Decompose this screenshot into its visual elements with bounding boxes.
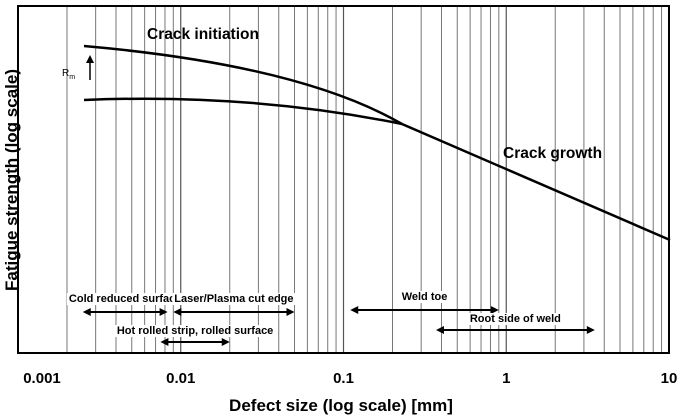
range-label-bg	[399, 291, 450, 303]
range-arrowhead-left	[173, 308, 182, 316]
rm-arrow	[86, 55, 94, 80]
range-arrowhead-left	[435, 326, 444, 334]
range-label: Hot rolled strip, rolled surface	[117, 325, 273, 337]
x-tick-labels: 0.001 0.01 0.1 1 10	[23, 370, 677, 387]
range-label: Weld toe	[402, 291, 448, 303]
range-arrowhead-left	[160, 338, 169, 346]
range-label-bg	[114, 325, 276, 337]
grid-lines	[66, 6, 663, 353]
x-tick-label: 10	[661, 370, 678, 387]
lower-branch-curve	[83, 97, 403, 126]
plot-frame	[17, 5, 670, 354]
range-arrowhead-right	[286, 308, 295, 316]
crack-growth-label: Crack growth	[503, 145, 602, 162]
x-tick-label: 0.001	[23, 370, 61, 387]
range-arrowhead-right	[159, 308, 168, 316]
range-arrowhead-right	[221, 338, 230, 346]
rm-label: Rm	[62, 68, 75, 81]
y-axis-title: Fatigue strength (log scale)	[2, 69, 21, 291]
range-arrowhead-left	[350, 306, 359, 314]
crack-growth-curve	[401, 122, 671, 242]
range-label: Cold reduced surface	[69, 293, 181, 305]
range-arrowhead-right	[586, 326, 595, 334]
x-axis-title: Defect size (log scale) [mm]	[229, 396, 453, 415]
range-arrowhead-right	[490, 306, 499, 314]
curves	[83, 44, 671, 242]
x-tick-label: 0.1	[333, 370, 354, 387]
range-label-bg	[66, 293, 184, 305]
crack-initiation-label: Crack initiation	[147, 26, 259, 43]
x-tick-label: 1	[502, 370, 510, 387]
crack-initiation-curve	[83, 44, 403, 126]
range-label: Laser/Plasma cut edge	[174, 293, 293, 305]
range-label: Root side of weld	[470, 313, 561, 325]
x-tick-label: 0.01	[166, 370, 195, 387]
range-label-bg	[172, 293, 296, 305]
range-arrowhead-left	[82, 308, 91, 316]
range-label-bg	[467, 313, 563, 325]
